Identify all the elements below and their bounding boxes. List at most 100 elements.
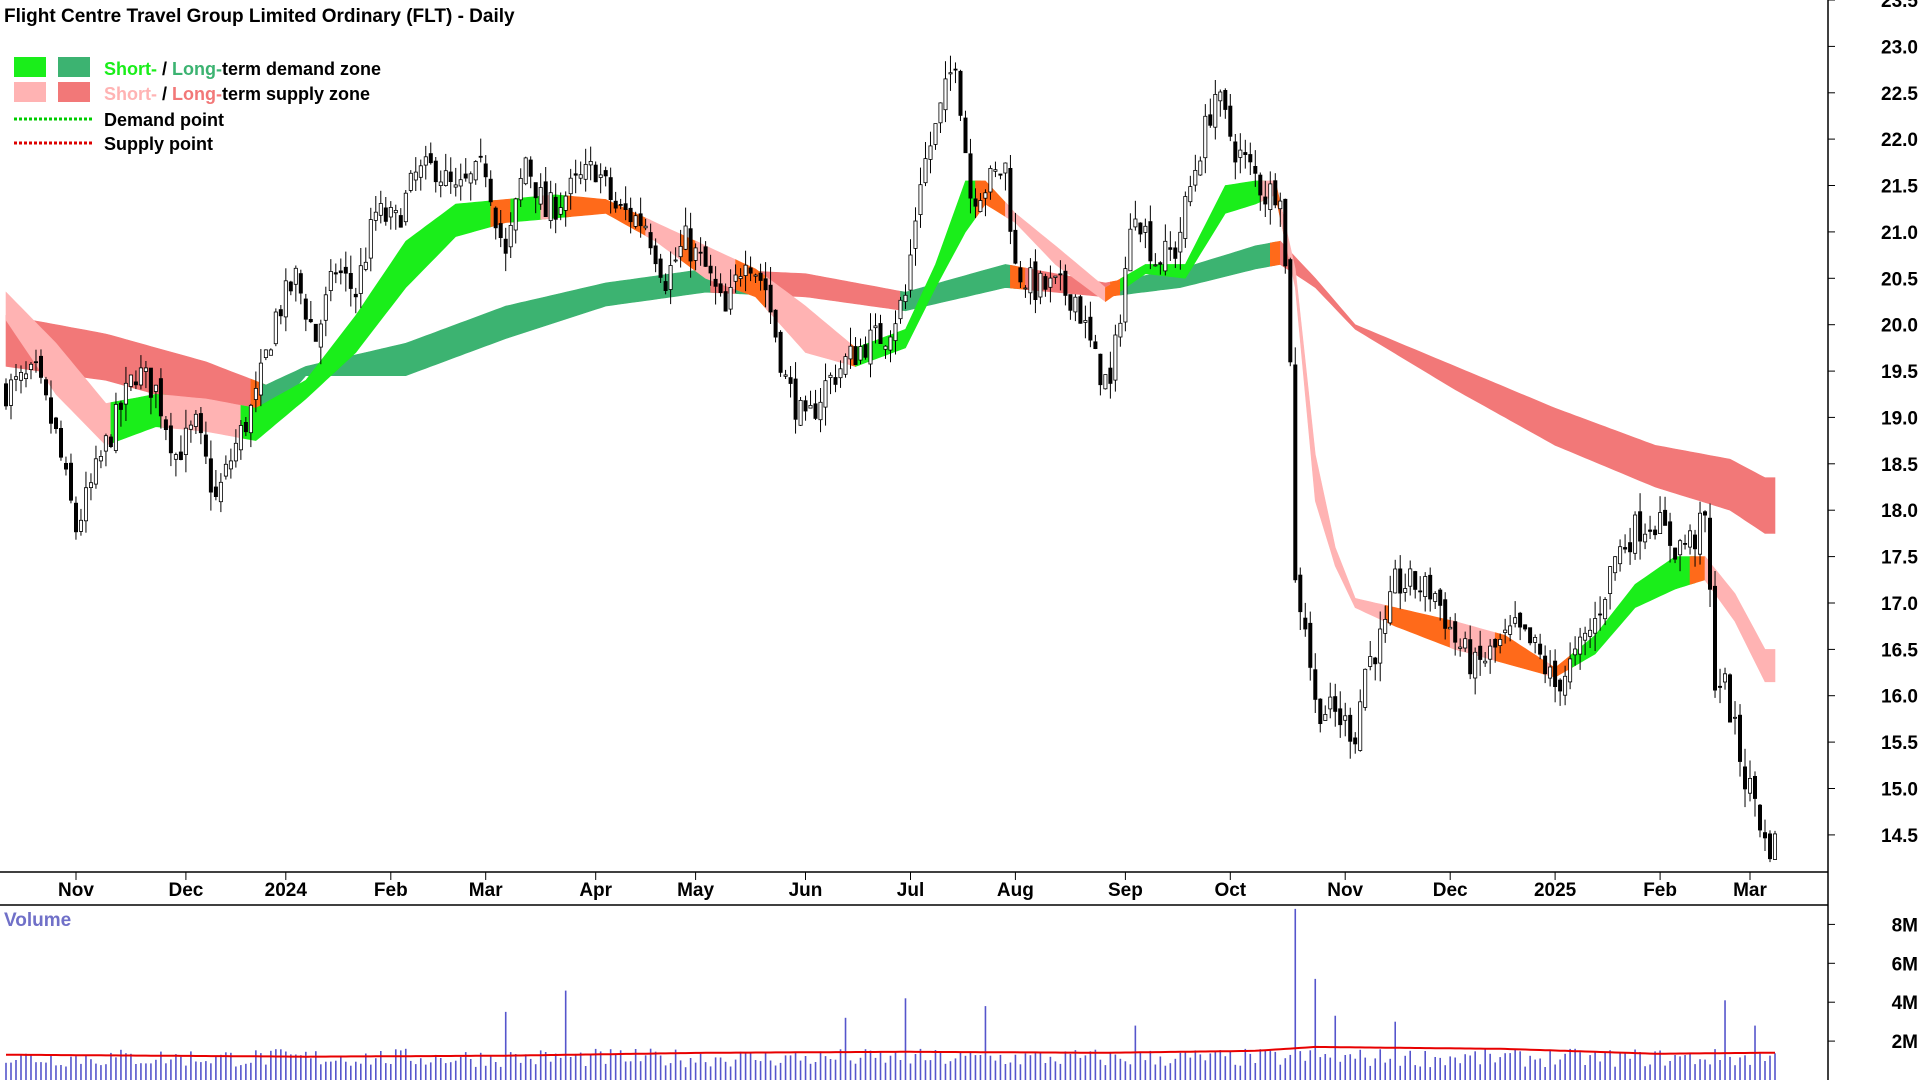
time-axis-label: 2025 [1534,880,1577,901]
price-candle [1383,619,1388,634]
price-candle [178,451,183,460]
price-axis-label: 21.5 [1881,177,1918,198]
price-candle [123,382,128,405]
price-candle [1053,275,1058,278]
price-candle [458,179,463,187]
price-candle [678,245,683,258]
price-candle [328,270,333,291]
price-axis-label: 17.0 [1881,594,1918,615]
price-candle [658,258,663,278]
price-candle [1218,91,1223,102]
price-candle [343,266,348,274]
price-candle [708,265,713,274]
price-candle [683,225,688,250]
time-axis-label: Dec [1433,880,1468,901]
price-candle [628,207,633,223]
price-candle [1593,618,1598,634]
price-candle [158,378,163,417]
price-candle [183,427,188,456]
price-candle [1298,574,1303,613]
price-candle [84,487,89,522]
price-candle [1193,169,1198,186]
price-candle [188,424,193,430]
price-candle [283,280,288,318]
price-candle [1423,576,1428,598]
price-candle [1223,90,1228,110]
price-candle [918,184,923,215]
price-candle [278,309,283,317]
time-axis-label: Sep [1108,880,1143,901]
price-candle [1258,174,1263,196]
legend-demand-zone: Short- / Long-term demand zone [104,59,381,79]
price-candle [168,425,173,454]
price-candle [988,167,993,193]
price-candle [1513,617,1518,624]
price-candle [1118,322,1123,338]
price-candle [89,482,94,489]
price-candle [413,171,418,181]
legend-demand-long: Long- [172,59,222,79]
price-candle [978,200,983,213]
price-candle [1663,509,1668,526]
price-axis-label: 19.0 [1881,408,1918,429]
price-candle [1083,320,1088,323]
price-candle [733,274,738,282]
legend-swatch-long-supply [58,82,90,102]
price-candle [1573,648,1578,656]
price-axis-label: 20.0 [1881,316,1918,337]
legend-supply-short: Short- [104,84,157,104]
price-candle [138,367,143,386]
price-candle [998,173,1003,176]
price-candle [403,192,408,223]
price-candle [808,404,813,409]
price-candle [133,381,138,386]
legend-swatch-short-supply [14,82,46,102]
price-candle [223,463,228,477]
price-candle [508,224,513,248]
price-candle [1428,574,1433,600]
price-candle [1148,221,1153,262]
price-candle [64,462,69,470]
price-candle [293,267,298,285]
price-candle [1718,685,1723,688]
price-candle [738,276,743,279]
price-candle [968,153,973,199]
price-candle [1278,200,1283,210]
price-candle [54,417,59,430]
price-candle [1473,651,1478,679]
time-axis-label: Jul [897,880,924,901]
price-candle [8,379,13,406]
price-candle [1323,714,1328,721]
price-candle [498,223,503,239]
price-candle [1698,512,1703,555]
price-candle [34,361,39,364]
time-axis-label: May [677,880,714,901]
price-candle [858,346,863,361]
price-candle [18,371,23,381]
price-candle [1493,639,1498,648]
price-candle [503,238,508,254]
price-candle [473,161,478,181]
price-candle [1438,589,1443,606]
volume-panel-title: Volume [4,910,71,931]
price-candle [588,160,593,166]
price-candle [418,165,423,178]
time-axis-label: Oct [1214,880,1246,901]
price-candle [368,219,373,259]
price-candle [1108,367,1113,384]
price-candle [698,251,703,254]
price-candle [1553,660,1558,687]
price-candle [323,294,328,321]
price-candle [893,323,898,342]
price-candle [823,380,828,408]
price-candle [983,192,988,199]
price-candle [1303,617,1308,630]
price-candle [1748,778,1753,794]
price-candle [353,293,358,298]
price-candle [673,259,678,262]
price-candle [1743,766,1748,790]
price-candle [74,502,79,533]
price-candle [773,309,778,338]
price-candle [93,458,98,485]
